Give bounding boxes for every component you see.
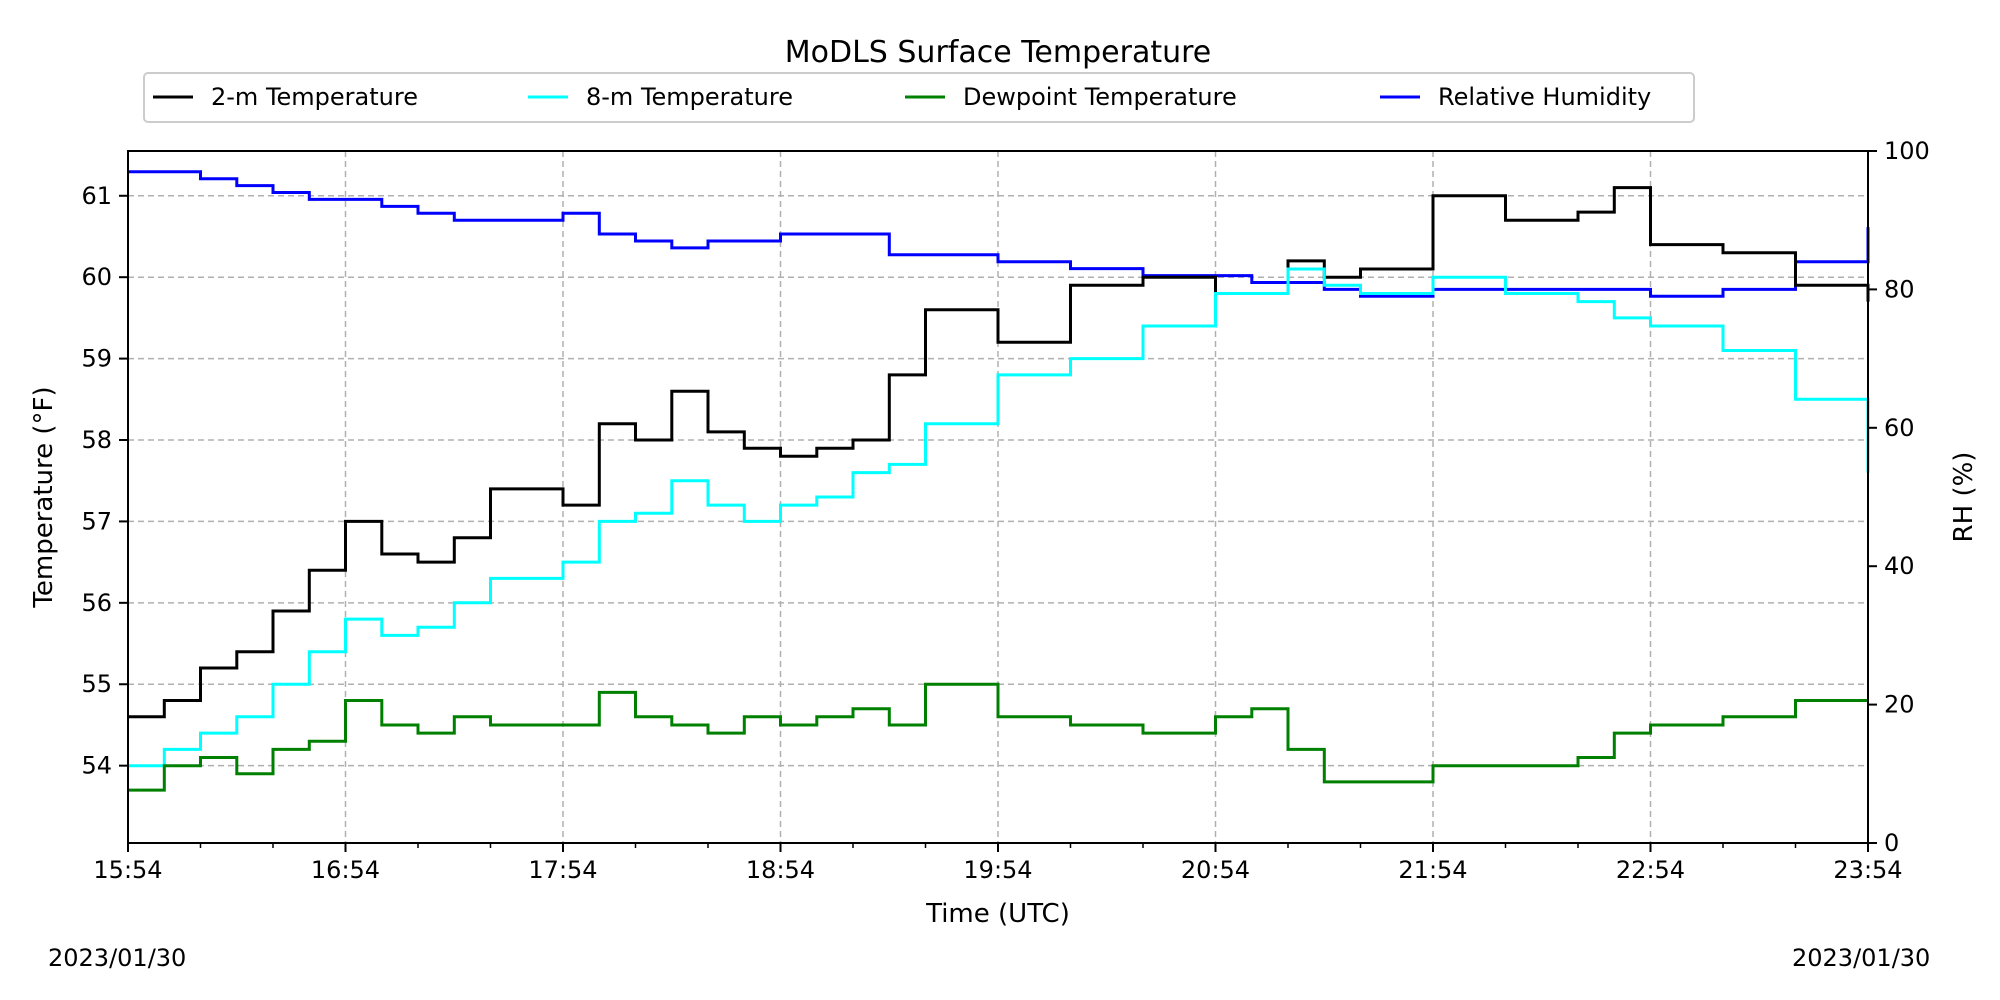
x-tick-label: 22:54 [1616, 856, 1685, 884]
series-line-dewpoint-temperature [128, 682, 1868, 792]
y-tick-label: 58 [81, 426, 112, 454]
legend-label: 8-m Temperature [586, 83, 793, 111]
x-tick-label: 15:54 [93, 856, 162, 884]
date-right: 2023/01/30 [1792, 944, 1931, 972]
y2-axis-ticks: 0 20 40 60 80 100 [1868, 137, 1930, 857]
x-tick-label: 21:54 [1398, 856, 1467, 884]
x-tick-label: 20:54 [1181, 856, 1250, 884]
y-tick-label: 59 [81, 345, 112, 373]
y-tick-label: 57 [81, 507, 112, 535]
series-line-relative-humidity [128, 170, 1870, 298]
x-tick-label: 23:54 [1833, 856, 1902, 884]
chart-title: MoDLS Surface Temperature [785, 35, 1212, 70]
y-tick-label: 55 [81, 670, 112, 698]
y2-axis-label: RH (%) [1949, 452, 1979, 543]
series-line-8-m-temperature [128, 267, 1870, 768]
series-lines [128, 170, 1870, 792]
x-axis-ticks: 15:54 16:54 17:54 18:54 19:54 20:54 21:54 22:54… [93, 843, 1903, 884]
legend-label: Dewpoint Temperature [963, 83, 1237, 111]
y2-tick-label: 20 [1884, 691, 1915, 719]
x-tick-label: 18:54 [746, 856, 815, 884]
x-tick-label: 16:54 [311, 856, 380, 884]
series-line-2-m-temperature [128, 186, 1870, 719]
legend: 2-m Temperature 8-m Temperature Dewpoint T… [143, 72, 1695, 123]
date-left: 2023/01/30 [48, 944, 187, 972]
y2-tick-label: 60 [1884, 414, 1915, 442]
y-tick-label: 61 [81, 182, 112, 210]
x-tick-label: 19:54 [963, 856, 1032, 884]
y2-tick-label: 80 [1884, 275, 1915, 303]
x-axis-label: Time (UTC) [925, 899, 1070, 929]
y2-tick-label: 100 [1884, 137, 1930, 165]
y-tick-label: 60 [81, 263, 112, 291]
y-tick-label: 56 [81, 589, 112, 617]
x-tick-label: 17:54 [528, 856, 597, 884]
legend-label: 2-m Temperature [211, 83, 418, 111]
y-tick-label: 54 [81, 752, 112, 780]
y2-tick-label: 0 [1884, 829, 1899, 857]
y2-tick-label: 40 [1884, 552, 1915, 580]
y-axis-label: Temperature (°F) [29, 386, 59, 608]
y-axis-ticks: 54 55 56 57 58 59 60 61 [81, 182, 128, 780]
legend-label: Relative Humidity [1438, 83, 1651, 111]
